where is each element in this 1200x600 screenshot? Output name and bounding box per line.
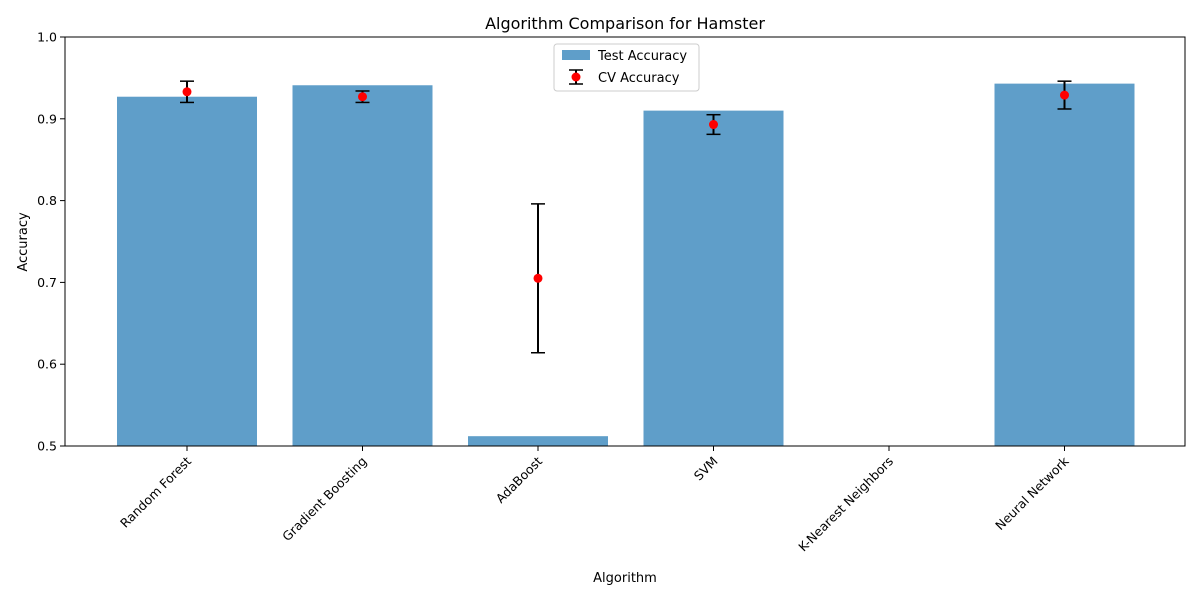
bar-3 [643, 110, 784, 447]
bar-5 [994, 83, 1135, 446]
cv-point-2 [533, 273, 543, 283]
legend-label-test-accuracy: Test Accuracy [597, 49, 687, 64]
bar-2 [468, 436, 608, 446]
legend-marker-cv-accuracy [571, 72, 581, 82]
chart-title: Algorithm Comparison for Hamster [485, 14, 765, 33]
legend-frame [553, 43, 700, 92]
y-tick-label-4: 0.9 [37, 111, 57, 126]
y-tick-label-0: 0.5 [37, 439, 57, 454]
y-tick-label-2: 0.7 [37, 275, 57, 290]
bar-0 [117, 96, 257, 447]
plot-frame [64, 36, 1186, 447]
cv-point-3 [709, 120, 718, 130]
legend-swatch-test-accuracy [562, 50, 590, 60]
bar-1 [292, 85, 433, 447]
cv-point-5 [1060, 90, 1069, 100]
cv-point-1 [358, 92, 367, 102]
y-tick-label-3: 0.8 [37, 193, 57, 208]
y-tick-label-1: 0.6 [37, 357, 57, 372]
y-axis-label: Accuracy [16, 212, 31, 272]
legend-label-cv-accuracy: CV Accuracy [598, 71, 680, 86]
cv-point-0 [182, 87, 192, 97]
y-tick-label-5: 1.0 [37, 30, 57, 45]
legend: Test Accuracy CV Accuracy [553, 43, 700, 92]
x-axis-label: Algorithm [593, 571, 657, 586]
